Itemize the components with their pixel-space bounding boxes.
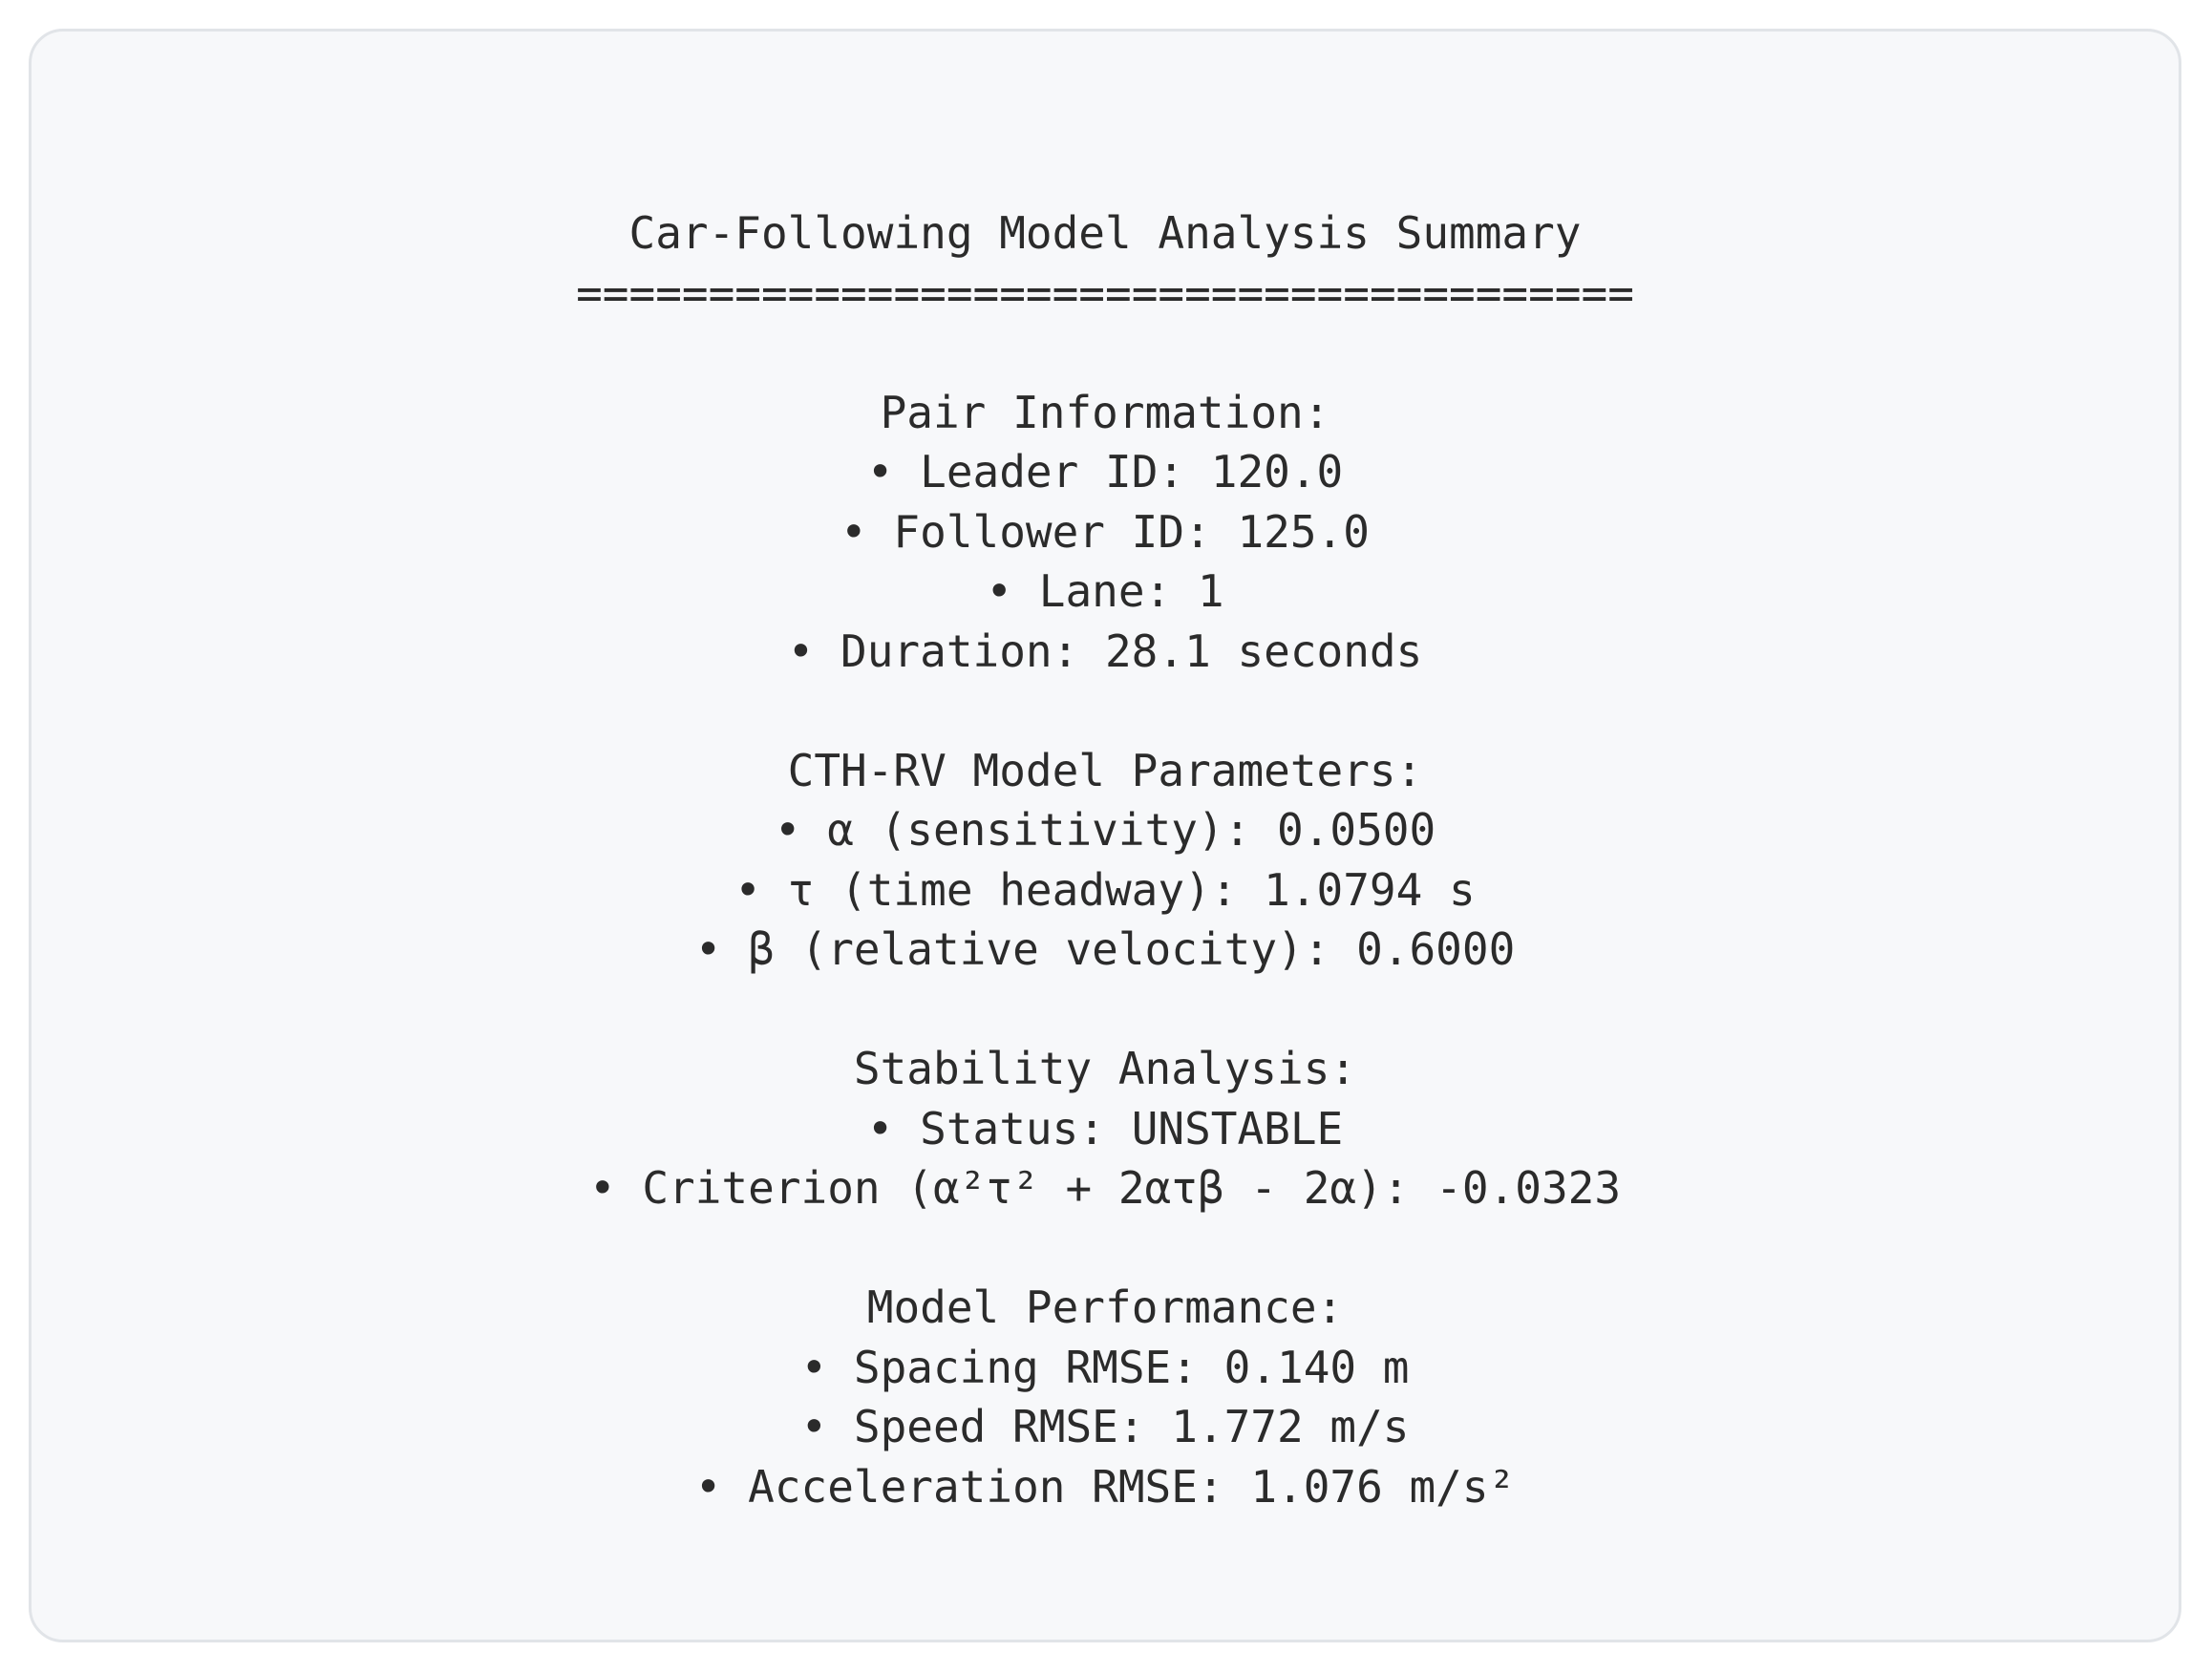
blank-line (32, 1218, 2179, 1279)
list-item: • Follower ID: 125.0 (840, 505, 1370, 558)
section-heading: Pair Information: (880, 386, 1330, 438)
list-item: • Speed RMSE: 1.772 m/s (800, 1401, 1410, 1452)
summary-title: Car-Following Model Analysis Summary (628, 207, 1582, 259)
section-model-performance: Model Performance: • Spacing RMSE: 0.140… (32, 1278, 2179, 1516)
list-item: • Leader ID: 120.0 (866, 446, 1344, 498)
section-heading: Stability Analysis: (853, 1043, 1357, 1094)
list-item: • Spacing RMSE: 0.140 m (800, 1341, 1410, 1393)
summary-panel: Car-Following Model Analysis Summary ===… (29, 29, 2181, 1642)
list-item: • Status: UNSTABLE (866, 1102, 1344, 1154)
blank-line (32, 681, 2179, 741)
title-divider: ======================================== (576, 266, 1634, 319)
section-model-parameters: CTH-RV Model Parameters: • α (sensitivit… (32, 741, 2179, 980)
blank-line (32, 323, 2179, 383)
section-pair-information: Pair Information: • Leader ID: 120.0 • F… (32, 383, 2179, 682)
section-heading: CTH-RV Model Parameters: (787, 744, 1423, 796)
section-heading: Model Performance: (866, 1281, 1344, 1333)
list-item: • Lane: 1 (986, 565, 1224, 617)
list-item: • τ (time headway): 1.0794 s (734, 863, 1476, 916)
list-item: • β (relative velocity): 0.6000 (694, 923, 1516, 975)
list-item: • α (sensitivity): 0.0500 (774, 804, 1436, 856)
list-item: • Duration: 28.1 seconds (787, 625, 1423, 677)
section-stability-analysis: Stability Analysis: • Status: UNSTABLE •… (32, 1039, 2179, 1218)
summary-text: Car-Following Model Analysis Summary ===… (32, 203, 2179, 1516)
blank-line (32, 980, 2179, 1040)
list-item: • Criterion (α²τ² + 2ατβ - 2α): -0.0323 (588, 1162, 1622, 1214)
list-item: • Acceleration RMSE: 1.076 m/s² (694, 1460, 1516, 1513)
